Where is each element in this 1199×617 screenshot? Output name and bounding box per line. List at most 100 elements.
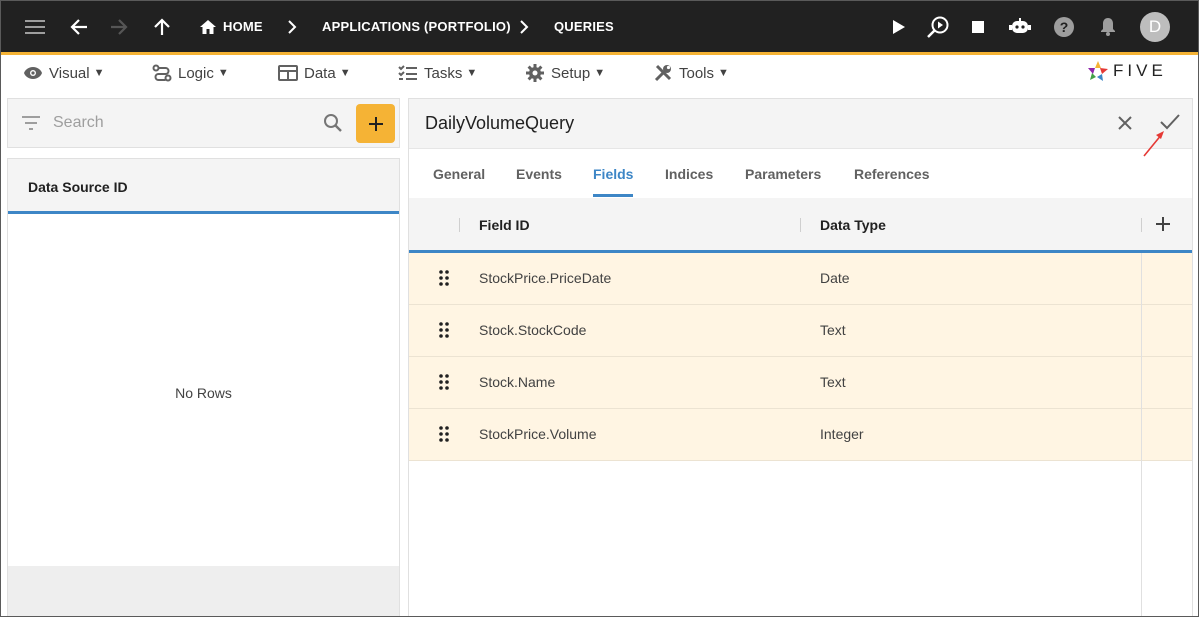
caret-down-icon: ▼ [339, 67, 351, 79]
table-row[interactable]: Stock.StockCode Text [409, 305, 1142, 357]
menu-tools[interactable]: Tools ▼ [653, 59, 729, 87]
home-breadcrumb[interactable]: HOME [199, 1, 263, 52]
caret-down-icon: ▼ [93, 67, 105, 79]
plus-icon [368, 116, 383, 131]
row-actions-cell [1142, 357, 1192, 409]
search-input[interactable]: Search [53, 114, 104, 131]
cell-field-id: StockPrice.Volume [479, 426, 597, 442]
cell-field-id: StockPrice.PriceDate [479, 270, 612, 286]
cell-data-type: Text [820, 322, 846, 338]
cell-field-id: Stock.Name [479, 374, 556, 390]
stop-icon[interactable] [970, 1, 986, 52]
play-icon[interactable] [889, 1, 909, 52]
drag-handle-icon[interactable] [439, 270, 449, 286]
drag-handle-icon[interactable] [439, 374, 449, 390]
five-logo-mark [1088, 61, 1108, 81]
gear-icon [526, 64, 544, 82]
column-separator [1141, 218, 1142, 232]
menu-logic[interactable]: Logic ▼ [152, 59, 229, 87]
avatar-initial: D [1140, 11, 1170, 42]
home-icon [200, 19, 216, 34]
add-field-plus-icon[interactable] [1155, 216, 1171, 232]
menu-label: Logic [178, 64, 214, 82]
run-search-icon[interactable] [925, 1, 951, 52]
search-bar: Search [7, 98, 400, 148]
row-actions-cell [1142, 409, 1192, 461]
form-title: DailyVolumeQuery [425, 113, 575, 133]
tab-references[interactable]: References [854, 166, 930, 182]
cell-data-type: Text [820, 374, 846, 390]
record-list: Data Source ID No Rows [7, 158, 400, 616]
table-row[interactable]: Stock.Name Text [409, 357, 1142, 409]
close-icon[interactable] [1115, 113, 1135, 133]
menu-visual[interactable]: Visual ▼ [23, 59, 104, 87]
menu-icon[interactable] [21, 1, 49, 52]
logo-text: FIVE [1113, 61, 1167, 80]
table-row[interactable]: StockPrice.PriceDate Date [409, 253, 1142, 305]
column-separator [459, 218, 460, 232]
user-avatar[interactable]: D [1140, 1, 1170, 52]
column-separator [800, 218, 801, 232]
chevron-right-icon [517, 1, 531, 52]
svg-text:?: ? [1060, 19, 1069, 35]
tab-events[interactable]: Events [516, 166, 562, 182]
tools-icon [654, 64, 672, 82]
record-form-panel: DailyVolumeQuery General Events Fields I… [408, 98, 1193, 616]
column-header-field-id[interactable]: Field ID [479, 217, 530, 233]
menu-label: Data [304, 64, 336, 82]
row-actions-cell [1142, 253, 1192, 305]
tab-fields[interactable]: Fields [593, 166, 634, 182]
drag-handle-icon[interactable] [439, 426, 449, 442]
cell-data-type: Date [820, 270, 850, 286]
chat-bot-icon[interactable] [1007, 1, 1033, 52]
active-tab-indicator [593, 194, 633, 197]
help-icon[interactable]: ? [1053, 1, 1075, 52]
up-arrow-icon[interactable] [150, 1, 174, 52]
menu-data[interactable]: Data ▼ [278, 59, 351, 87]
logic-flow-icon [152, 64, 172, 82]
menu-label: Visual [49, 64, 90, 82]
tab-general[interactable]: General [433, 166, 486, 182]
list-column-header[interactable]: Data Source ID [8, 159, 399, 214]
table-row[interactable]: StockPrice.Volume Integer [409, 409, 1142, 461]
menu-label: Setup [551, 64, 591, 82]
top-app-bar: HOME APPLICATIONS (PORTFOLIO) QUERIES ? [1, 1, 1198, 55]
search-icon[interactable] [323, 113, 343, 133]
cell-data-type: Integer [820, 426, 864, 442]
actions-column-divider [1141, 253, 1142, 616]
caret-down-icon: ▼ [217, 67, 229, 79]
filter-icon[interactable] [21, 116, 41, 130]
column-header-label: Data Source ID [28, 179, 128, 195]
main-menu-bar: Visual ▼ Logic ▼ Data ▼ Tasks ▼ Setup ▼ Tools… [1, 55, 1198, 95]
tab-indices[interactable]: Indices [665, 166, 714, 182]
annotation-arrow-icon [1143, 131, 1164, 157]
form-header: DailyVolumeQuery [409, 99, 1192, 149]
menu-tasks[interactable]: Tasks ▼ [398, 59, 477, 87]
menu-label: Tools [679, 64, 715, 82]
back-arrow-icon[interactable] [66, 1, 92, 52]
tab-parameters[interactable]: Parameters [745, 166, 822, 182]
add-record-button[interactable] [356, 104, 395, 143]
forward-arrow-icon[interactable] [106, 1, 132, 52]
eye-icon [24, 67, 42, 79]
five-logo: FIVE [1087, 59, 1167, 83]
table-icon [278, 65, 298, 81]
breadcrumb-queries[interactable]: QUERIES [554, 1, 614, 52]
column-header-data-type[interactable]: Data Type [820, 217, 886, 233]
row-actions-cell [1142, 305, 1192, 357]
save-check-icon[interactable] [1159, 112, 1181, 132]
notifications-bell-icon[interactable] [1098, 1, 1118, 52]
form-tabs: General Events Fields Indices Parameters… [409, 150, 1192, 197]
drag-handle-icon[interactable] [439, 322, 449, 338]
list-footer [8, 566, 399, 616]
empty-state-text: No Rows [175, 385, 232, 401]
menu-setup[interactable]: Setup ▼ [525, 59, 605, 87]
breadcrumb-applications[interactable]: APPLICATIONS (PORTFOLIO) [322, 1, 511, 52]
home-label: HOME [223, 19, 263, 34]
breadcrumb-label: APPLICATIONS (PORTFOLIO) [322, 19, 511, 34]
checklist-icon [398, 65, 417, 80]
cell-field-id: Stock.StockCode [479, 322, 587, 338]
caret-down-icon: ▼ [466, 67, 478, 79]
caret-down-icon: ▼ [594, 67, 606, 79]
